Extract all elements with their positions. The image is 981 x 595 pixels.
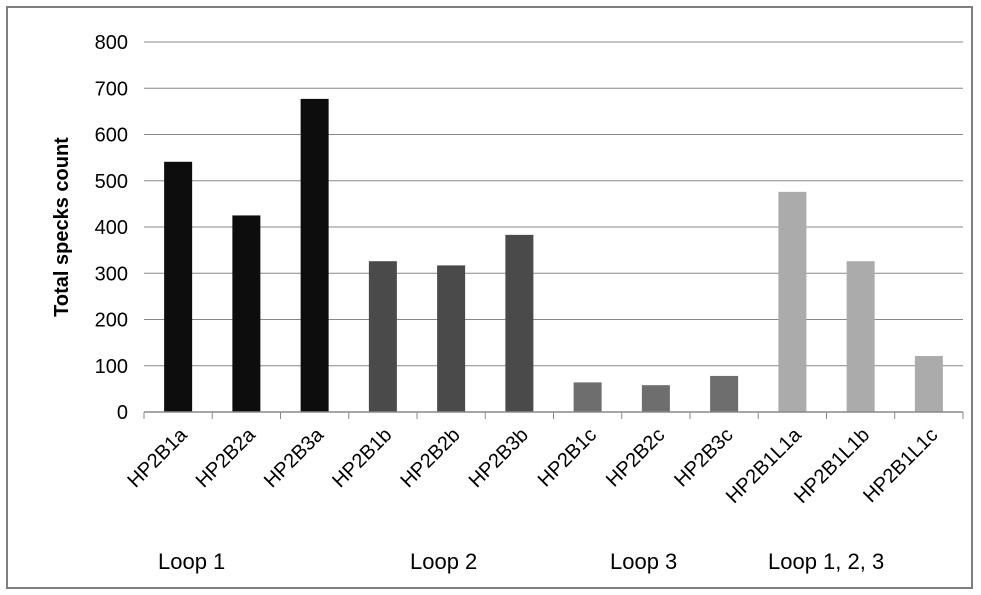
bar (914, 356, 943, 412)
bar (846, 261, 875, 412)
y-tick-label: 300 (95, 263, 128, 285)
x-tick-label: HP2B3b (465, 424, 533, 492)
x-axis-tick-labels: HP2B1a HP2B2a HP2B3a HP2B1b HP2B2b HP2B3b HP2B… (123, 423, 942, 508)
group-label: Loop 1, 2, 3 (768, 549, 884, 574)
x-tick-label: HP2B2c (602, 424, 669, 491)
x-tick-label: HP2B1a (123, 423, 192, 492)
bar (641, 385, 670, 412)
bar (778, 191, 807, 412)
group-label: Loop 2 (410, 549, 477, 574)
x-tick-label: HP2B1L1c (859, 424, 942, 507)
bar (164, 161, 193, 412)
y-tick-label: 500 (95, 171, 128, 193)
bar (573, 382, 602, 412)
y-tick-label: 200 (95, 310, 128, 332)
x-axis (143, 411, 964, 419)
y-tick-label: 0 (117, 402, 128, 424)
bar (710, 375, 739, 412)
bar (232, 215, 261, 412)
y-tick-label: 800 (95, 32, 128, 54)
bar (505, 234, 534, 412)
x-tick-label: HP2B2a (192, 423, 261, 492)
x-tick-label: HP2B3a (260, 423, 329, 492)
x-tick-label: HP2B3c (670, 424, 737, 491)
gridlines (144, 41, 963, 413)
x-tick-label: HP2B1b (328, 424, 396, 492)
bars (164, 98, 943, 412)
y-tick-label: 700 (95, 78, 128, 100)
group-labels: Loop 1 Loop 2 Loop 3 Loop 1, 2, 3 (158, 549, 884, 574)
y-tick-label: 400 (95, 217, 128, 239)
y-tick-label: 100 (95, 356, 128, 378)
group-label: Loop 1 (158, 549, 225, 574)
y-axis-label: Total specks count (51, 137, 73, 317)
y-axis-ticks: 0 100 200 300 400 500 600 700 800 (95, 32, 128, 424)
bar (437, 265, 466, 412)
y-tick-label: 600 (95, 125, 128, 147)
x-tick-label: HP2B2b (396, 424, 464, 492)
group-label: Loop 3 (610, 549, 677, 574)
bar (368, 261, 397, 412)
x-tick-label: HP2B1c (534, 424, 601, 491)
bar (300, 98, 329, 412)
